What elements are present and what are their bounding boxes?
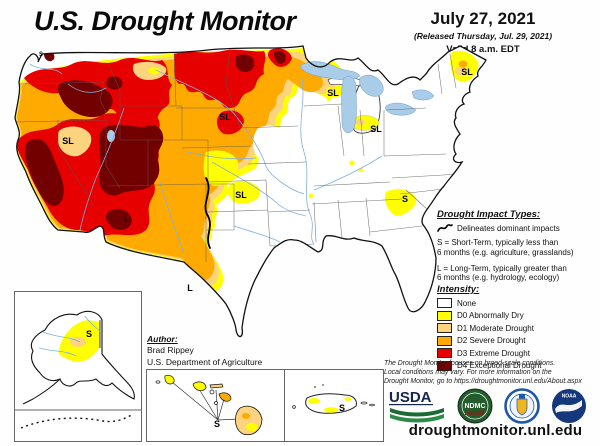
- disclaimer-text: The Drought Monitor focuses on broad-sca…: [384, 360, 598, 387]
- map-label-s: S: [39, 52, 43, 58]
- noaa-logo: NOAA: [552, 389, 586, 423]
- intensity-swatch-0: [437, 298, 452, 309]
- mona-island: [292, 405, 296, 409]
- agency-logos: USDA NDMC NOAA: [388, 388, 593, 424]
- intensity-label-2: D1 Moderate Drought: [457, 323, 534, 333]
- map-label-sl: SL: [370, 124, 382, 134]
- intensity-swatch-2: [437, 323, 452, 334]
- intensity-swatch-1: [437, 310, 452, 321]
- culebra: [369, 403, 375, 407]
- intensity-item-1: D0 Abnormally Dry: [437, 310, 597, 321]
- vieques: [360, 401, 368, 405]
- noaa-logo-text: NOAA: [562, 394, 577, 400]
- molokai: [209, 383, 224, 389]
- usda-logo: USDA: [389, 389, 444, 423]
- map-label-sl: SL: [235, 190, 247, 200]
- long-term-def-2: 6 months (e.g. hydrology, ecology): [437, 273, 560, 283]
- map-label-l: L: [124, 214, 130, 224]
- author-block: Author: Brad Rippey U.S. Department of A…: [147, 334, 262, 368]
- intensity-item-2: D1 Moderate Drought: [437, 323, 597, 334]
- intensity-legend-title: Intensity:: [437, 284, 480, 295]
- intensity-label-5: D4 Exceptional Drought: [457, 361, 542, 371]
- author-title: Author:: [147, 334, 178, 344]
- map-label-sl: SL: [461, 67, 473, 77]
- valid-time: Valid 8 a.m. EDT: [446, 44, 520, 55]
- state-borders: [15, 47, 461, 269]
- intensity-item-0: None: [437, 298, 597, 309]
- long-term-def-1: L = Long-Term, typically greater than: [437, 263, 567, 273]
- delineates-text: Delineates dominant impacts: [457, 223, 560, 233]
- map-label-s: S: [402, 194, 408, 204]
- intensity-swatch-5: [437, 360, 452, 371]
- aleutian-peninsula: [22, 378, 61, 405]
- kahoolawe: [214, 401, 218, 405]
- aleutian-islands: [20, 413, 134, 429]
- map-label-l: L: [187, 283, 193, 293]
- intensity-swatch-3: [437, 335, 452, 346]
- short-term-def-1: S = Short-Term, typically less than: [437, 238, 559, 248]
- oahu: [192, 381, 207, 391]
- alaska-inset: S: [14, 291, 142, 442]
- impact-legend-title: Drought Impact Types:: [437, 209, 541, 220]
- puerto-rico-outline: [305, 393, 357, 414]
- map-label-sl: SL: [219, 112, 231, 122]
- big-island: [235, 405, 263, 436]
- map-date: July 27, 2021: [430, 9, 536, 28]
- conus-outline: [14, 45, 487, 338]
- ndmc-logo-text: NDMC: [465, 403, 486, 410]
- lanai: [209, 389, 215, 395]
- ndmc-logo: NDMC: [457, 388, 493, 424]
- impact-legend: Drought Impact Types: Delineates dominan…: [437, 209, 597, 289]
- unl-seal-logo: [504, 388, 540, 424]
- kauai: [164, 375, 175, 385]
- intensity-rows: None D0 Abnormally Dry D1 Moderate Drought…: [437, 298, 597, 371]
- intensity-label-1: D0 Abnormally Dry: [457, 311, 524, 321]
- puerto-rico-inset: S: [284, 369, 384, 442]
- disclaimer-line-3: Drought Monitor, go to https://droughtmo…: [384, 377, 582, 385]
- hawaii-pointer-lines: [171, 381, 241, 421]
- usda-logo-text: USDA: [389, 389, 432, 406]
- date-block: July 27, 2021 (Released Thursday, Jul. 2…: [388, 9, 578, 55]
- short-term-def-2: 6 months (e.g. agriculture, grasslands): [437, 247, 574, 257]
- intensity-item-5: D4 Exceptional Drought: [437, 360, 597, 371]
- niihau: [155, 380, 161, 384]
- hawaii-inset: S: [146, 369, 285, 442]
- intensity-swatch-4: [437, 348, 452, 359]
- map-label-sl: SL: [327, 88, 339, 98]
- impact-boundary-line: [204, 177, 211, 249]
- author-name: Brad Rippey: [147, 345, 194, 356]
- intensity-label-3: D2 Severe Drought: [457, 336, 526, 346]
- drought-monitor-url[interactable]: droughtmonitor.unl.edu: [408, 422, 583, 439]
- disclaimer-line-1: The Drought Monitor focuses on broad-sca…: [384, 360, 556, 367]
- intensity-label-4: D3 Extreme Drought: [457, 348, 530, 358]
- map-label-sl: SL: [62, 136, 74, 146]
- author-org: U.S. Department of Agriculture: [147, 356, 263, 367]
- hawaii-impact-label: S: [214, 419, 220, 429]
- alaska-impact-label: S: [86, 329, 92, 339]
- intensity-item-4: D3 Extreme Drought: [437, 348, 597, 359]
- intensity-item-3: D2 Severe Drought: [437, 335, 597, 346]
- maui: [218, 392, 232, 402]
- release-date: (Released Thursday, Jul. 29, 2021): [413, 31, 553, 41]
- puerto-rico-impact-label: S: [339, 403, 345, 413]
- page-title: U.S. Drought Monitor: [34, 6, 296, 36]
- delineation-curve-icon: [437, 224, 453, 233]
- intensity-legend: Intensity: None D0 Abnormally Dry D1 Moder…: [437, 284, 597, 373]
- disclaimer-line-2: Local conditions may vary. For more info…: [384, 368, 552, 376]
- intensity-label-0: None: [457, 298, 477, 308]
